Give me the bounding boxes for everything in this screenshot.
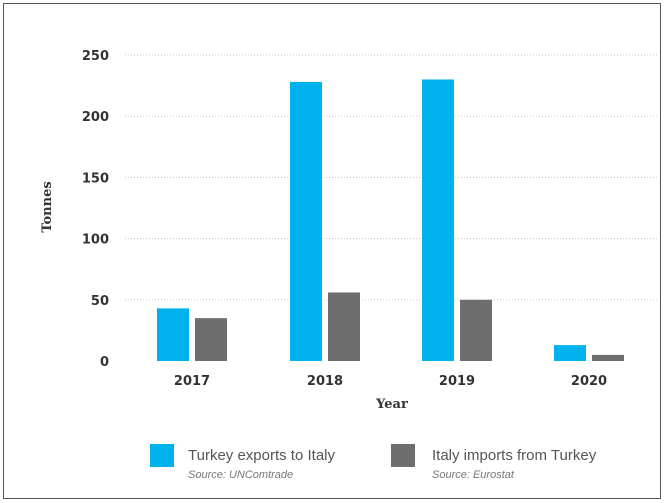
x-tick-label: 2020	[571, 374, 607, 389]
bars	[157, 79, 624, 361]
legend-source-exports: Source: UNComtrade	[188, 469, 293, 481]
y-axis-ticks: 0 50 100 150 200 250	[82, 49, 109, 370]
bar-exports-2019	[422, 79, 454, 361]
x-tick-label: 2017	[174, 374, 210, 389]
y-tick-label: 200	[82, 110, 109, 125]
y-axis-title: Tonnes	[40, 181, 55, 232]
gridlines	[125, 54, 658, 301]
x-axis-ticks: 2017 2018 2019 2020	[174, 374, 607, 389]
bar-imports-2020	[592, 354, 624, 361]
legend-label-imports: Italy imports from Turkey	[432, 447, 597, 464]
bar-exports-2018	[290, 81, 322, 361]
legend-source-imports: Source: Eurostat	[432, 469, 515, 481]
chart-frame	[3, 3, 661, 499]
legend-swatch-imports	[391, 444, 415, 467]
legend-label-exports: Turkey exports to Italy	[188, 447, 335, 464]
legend-swatch-exports	[150, 444, 174, 467]
bar-imports-2019	[460, 299, 492, 361]
y-tick-label: 100	[82, 233, 109, 248]
x-tick-label: 2018	[307, 374, 343, 389]
bar-exports-2020	[554, 345, 586, 361]
y-tick-label: 0	[100, 355, 109, 370]
y-tick-label: 50	[91, 294, 109, 309]
x-tick-label: 2019	[439, 374, 475, 389]
x-axis-title: Year	[375, 397, 408, 412]
y-tick-label: 250	[82, 49, 109, 64]
bar-imports-2018	[328, 292, 360, 361]
legend: Turkey exports to Italy Source: UNComtra…	[150, 444, 597, 481]
y-tick-label: 150	[82, 171, 109, 186]
bar-imports-2017	[195, 318, 227, 361]
bar-exports-2017	[157, 308, 189, 361]
